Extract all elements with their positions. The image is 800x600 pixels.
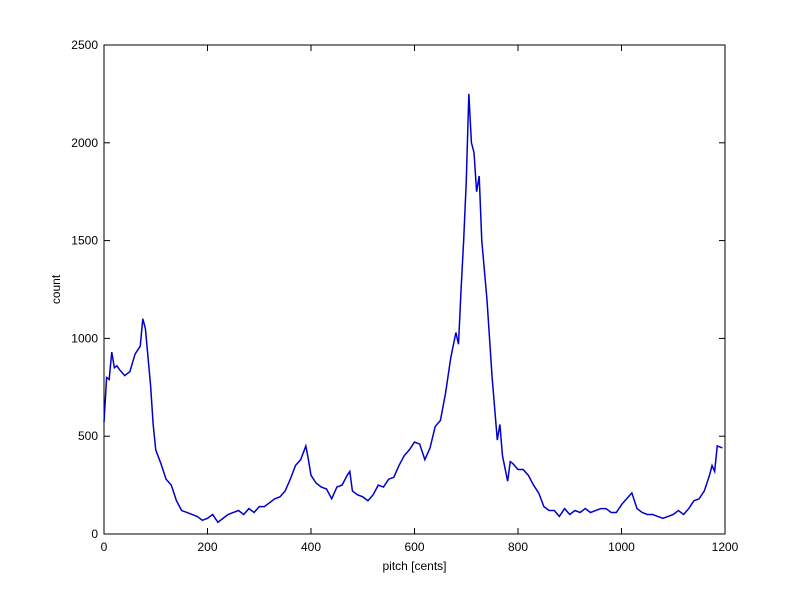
x-tick-label: 800	[508, 540, 528, 554]
x-tick-label: 0	[101, 540, 108, 554]
x-tick-label: 400	[301, 540, 321, 554]
y-tick-label: 1000	[71, 331, 98, 345]
x-axis-label: pitch [cents]	[382, 559, 446, 573]
plot-frame	[103, 44, 726, 535]
x-tick-label: 1200	[712, 540, 739, 554]
y-tick-label: 500	[78, 429, 98, 443]
x-tick-label: 1000	[608, 540, 635, 554]
data-line	[103, 93, 723, 524]
y-tick-label: 2500	[71, 38, 98, 52]
x-tick-label: 200	[197, 540, 217, 554]
x-tick-label: 600	[404, 540, 424, 554]
y-tick-label: 1500	[71, 234, 98, 248]
y-axis-label: count	[49, 274, 63, 304]
y-tick-label: 2000	[71, 136, 98, 150]
y-tick-label: 0	[91, 527, 98, 541]
